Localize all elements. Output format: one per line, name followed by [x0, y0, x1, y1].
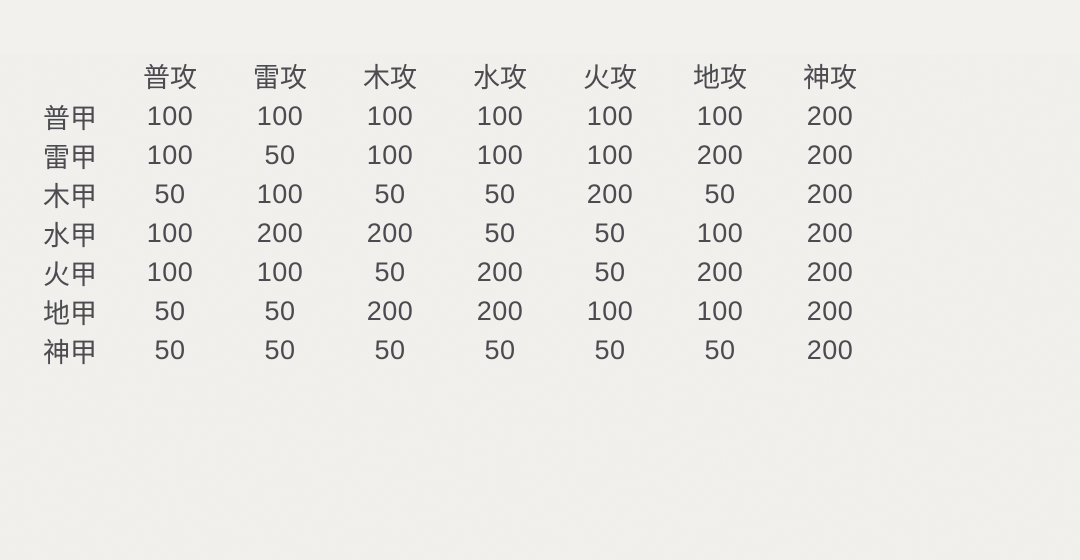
value-cell: 200 — [806, 140, 854, 170]
value-cell: 100 — [696, 296, 744, 326]
value-cell: 50 — [264, 140, 296, 170]
column-header: 木攻 — [363, 63, 417, 93]
table-row: 火甲 100 100 50 200 50 200 200 — [25, 253, 885, 292]
value-cell: 200 — [806, 257, 854, 287]
damage-multiplier-table: 普攻 雷攻 木攻 水攻 火攻 地攻 神攻 普甲 100 100 100 100 100 100 200 雷甲… — [25, 54, 885, 370]
value-cell: 50 — [264, 335, 296, 365]
column-header: 普攻 — [143, 63, 197, 93]
value-cell: 100 — [586, 140, 634, 170]
value-cell: 100 — [586, 101, 634, 131]
row-header: 火甲 — [43, 260, 97, 290]
value-cell: 50 — [594, 257, 626, 287]
value-cell: 50 — [154, 335, 186, 365]
value-cell: 100 — [696, 218, 744, 248]
value-cell: 200 — [366, 218, 414, 248]
value-cell: 50 — [594, 335, 626, 365]
value-cell: 100 — [696, 101, 744, 131]
damage-table-page: 普攻 雷攻 木攻 水攻 火攻 地攻 神攻 普甲 100 100 100 100 100 100 200 雷甲… — [0, 54, 1080, 560]
value-cell: 50 — [704, 179, 736, 209]
table-row: 地甲 50 50 200 200 100 100 200 — [25, 292, 885, 331]
value-cell: 200 — [476, 257, 524, 287]
row-header: 雷甲 — [43, 143, 97, 173]
column-header: 水攻 — [473, 63, 527, 93]
value-cell: 200 — [586, 179, 634, 209]
value-cell: 200 — [696, 257, 744, 287]
value-cell: 50 — [704, 335, 736, 365]
value-cell: 100 — [476, 101, 524, 131]
table-row: 木甲 50 100 50 50 200 50 200 — [25, 175, 885, 214]
table-row: 雷甲 100 50 100 100 100 200 200 — [25, 136, 885, 175]
value-cell: 50 — [374, 257, 406, 287]
value-cell: 100 — [256, 257, 304, 287]
value-cell: 100 — [256, 179, 304, 209]
value-cell: 100 — [256, 101, 304, 131]
row-header: 地甲 — [43, 299, 97, 329]
value-cell: 50 — [374, 179, 406, 209]
value-cell: 100 — [366, 101, 414, 131]
value-cell: 100 — [146, 218, 194, 248]
value-cell: 50 — [264, 296, 296, 326]
table-row: 水甲 100 200 200 50 50 100 200 — [25, 214, 885, 253]
row-header: 木甲 — [43, 182, 97, 212]
value-cell: 100 — [586, 296, 634, 326]
value-cell: 100 — [476, 140, 524, 170]
row-header: 普甲 — [43, 104, 97, 134]
value-cell: 100 — [146, 257, 194, 287]
value-cell: 200 — [806, 101, 854, 131]
column-header: 雷攻 — [253, 63, 307, 93]
row-header: 神甲 — [43, 338, 97, 368]
value-cell: 200 — [806, 335, 854, 365]
value-cell: 200 — [696, 140, 744, 170]
value-cell: 50 — [154, 296, 186, 326]
value-cell: 50 — [374, 335, 406, 365]
value-cell: 200 — [806, 296, 854, 326]
value-cell: 200 — [256, 218, 304, 248]
value-cell: 50 — [594, 218, 626, 248]
row-header: 水甲 — [43, 221, 97, 251]
column-header: 神攻 — [803, 63, 857, 93]
value-cell: 100 — [366, 140, 414, 170]
header-row: 普攻 雷攻 木攻 水攻 火攻 地攻 神攻 — [25, 54, 885, 97]
column-header: 地攻 — [693, 63, 747, 93]
value-cell: 200 — [476, 296, 524, 326]
value-cell: 100 — [146, 140, 194, 170]
value-cell: 100 — [146, 101, 194, 131]
column-header: 火攻 — [583, 63, 637, 93]
table-row: 普甲 100 100 100 100 100 100 200 — [25, 97, 885, 136]
corner-cell — [25, 54, 115, 97]
value-cell: 50 — [154, 179, 186, 209]
value-cell: 50 — [484, 335, 516, 365]
table-row: 神甲 50 50 50 50 50 50 200 — [25, 331, 885, 370]
value-cell: 50 — [484, 218, 516, 248]
value-cell: 200 — [366, 296, 414, 326]
table-body: 普甲 100 100 100 100 100 100 200 雷甲 100 50 100 100 100 2… — [25, 97, 885, 370]
value-cell: 200 — [806, 179, 854, 209]
value-cell: 200 — [806, 218, 854, 248]
value-cell: 50 — [484, 179, 516, 209]
